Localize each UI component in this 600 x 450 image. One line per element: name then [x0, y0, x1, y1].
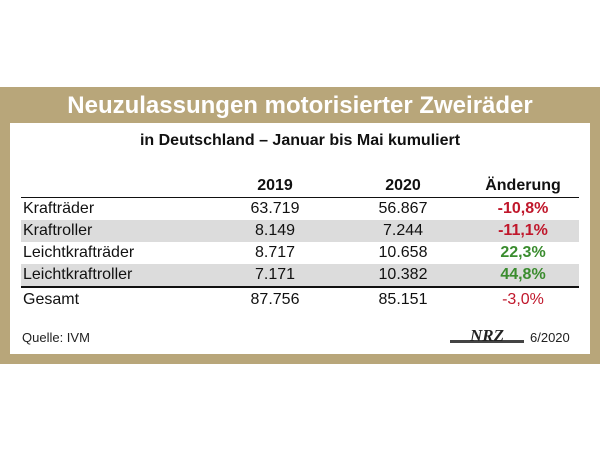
value-2019: 7.171 [211, 264, 339, 288]
change-value: -10,8% [497, 200, 549, 217]
header-2020: 2020 [339, 175, 467, 198]
value-2020: 10.382 [339, 264, 467, 288]
table-row: Leichtkrafträder 8.717 10.658 22,3% [21, 242, 579, 264]
row-label: Leichtkraftroller [21, 264, 211, 288]
change-value: -11,1% [467, 220, 579, 242]
total-change: -3,0% [467, 286, 579, 312]
value-2019: 8.149 [211, 220, 339, 242]
row-label: Kraftroller [21, 220, 211, 242]
table-row: Leichtkraftroller 7.171 10.382 44,8% [21, 264, 579, 288]
value-2019: 8.717 [254, 244, 296, 261]
chart-panel: in Deutschland – Januar bis Mai kumulier… [10, 123, 590, 354]
table-row: Krafträder 63.719 56.867 -10,8% [21, 198, 579, 221]
value-2019: 63.719 [250, 200, 300, 217]
row-label: Leichtkrafträder [23, 244, 135, 261]
change-value: 44,8% [467, 264, 579, 288]
header-label [21, 175, 211, 198]
data-table: 2019 2020 Änderung Krafträder 63.719 56.… [21, 175, 579, 312]
total-2019: 87.756 [211, 286, 339, 312]
value-2020: 7.244 [339, 220, 467, 242]
header-change: Änderung [467, 175, 579, 198]
table-row: Kraftroller 8.149 7.244 -11,1% [21, 220, 579, 242]
nrz-logo-text: NRZ [469, 328, 504, 345]
publication-date: 6/2020 [530, 330, 570, 345]
header-2019: 2019 [211, 175, 339, 198]
chart-subtitle: in Deutschland – Januar bis Mai kumulier… [139, 132, 461, 149]
nrz-logo: NRZ [450, 328, 524, 345]
total-2020: 85.151 [339, 286, 467, 312]
value-2020: 56.867 [378, 200, 428, 217]
row-label: Krafträder [23, 200, 95, 217]
table-total-row: Gesamt 87.756 85.151 -3,0% [21, 286, 579, 312]
change-value: 22,3% [500, 244, 546, 261]
value-2020: 10.658 [378, 244, 428, 261]
chart-frame: Neuzulassungen motorisierter Zweiräder i… [0, 87, 600, 364]
source-note: Quelle: IVM [22, 330, 90, 345]
chart-title: Neuzulassungen motorisierter Zweiräder [67, 92, 533, 119]
total-label: Gesamt [21, 286, 211, 312]
table-header-row: 2019 2020 Änderung [21, 175, 579, 198]
